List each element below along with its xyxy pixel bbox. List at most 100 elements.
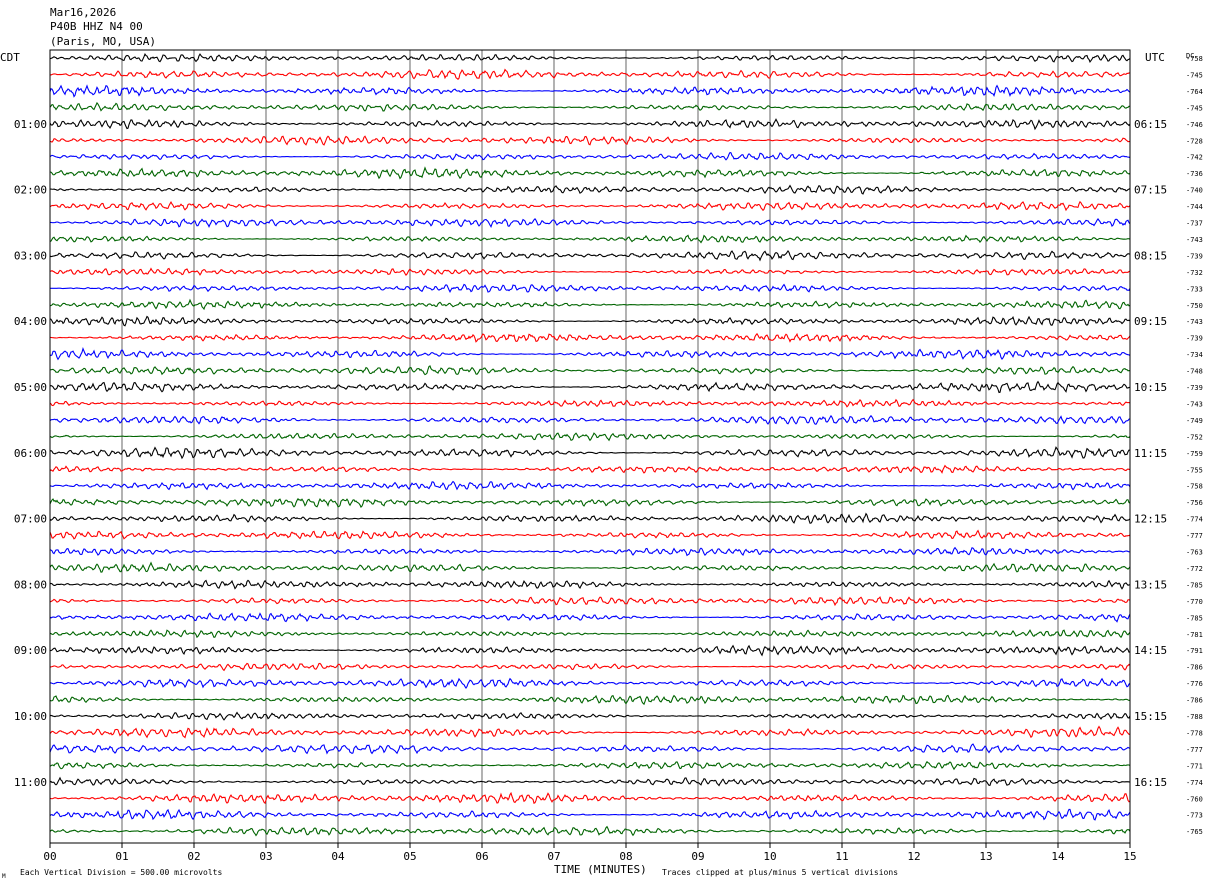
dc-offset-label: -788 xyxy=(1186,713,1203,721)
dc-offset-label: -774 xyxy=(1186,779,1203,787)
dc-offset-label: -737 xyxy=(1186,220,1203,228)
left-hour-label: 04:00 xyxy=(14,315,47,328)
trace-line xyxy=(49,315,1131,327)
x-tick-label: 01 xyxy=(115,850,128,863)
right-hour-label: 06:15 xyxy=(1134,118,1167,131)
trace-line xyxy=(49,414,1131,425)
trace-line xyxy=(49,250,1131,262)
dc-offset-label: -785 xyxy=(1186,581,1203,589)
dc-offset-label: -771 xyxy=(1186,762,1203,770)
left-hour-label: 02:00 xyxy=(14,184,47,197)
trace-line xyxy=(49,151,1131,161)
right-hour-label: 12:15 xyxy=(1134,513,1167,526)
trace-line xyxy=(49,446,1131,460)
trace-line xyxy=(49,234,1131,244)
scale-note: Each Vertical Division = 500.00 microvol… xyxy=(20,868,222,877)
x-tick-label: 09 xyxy=(691,850,704,863)
dc-offset-label: -764 xyxy=(1186,88,1203,96)
dc-offset-label: -758 xyxy=(1186,55,1203,63)
dc-offset-label: -776 xyxy=(1186,680,1203,688)
dc-offset-label: -786 xyxy=(1186,664,1203,672)
trace-line xyxy=(49,561,1131,573)
trace-line xyxy=(49,644,1131,657)
trace-line xyxy=(49,497,1131,508)
left-hour-labels: 01:00 02:00 03:00 04:00 05:00 06:00 07:00 08:00… xyxy=(14,118,47,789)
dc-offset-label: -728 xyxy=(1186,137,1203,145)
left-hour-label: 09:00 xyxy=(14,644,47,657)
dc-offset-label: -739 xyxy=(1186,335,1203,343)
dc-offset-label: -756 xyxy=(1186,499,1203,507)
right-hour-label: 16:15 xyxy=(1134,776,1167,789)
trace-line xyxy=(49,118,1131,131)
dc-offset-label: -763 xyxy=(1186,549,1203,557)
trace-line xyxy=(49,612,1131,623)
trace-line xyxy=(49,432,1131,442)
trace-line xyxy=(49,68,1131,80)
header-station: P40B HHZ N4 00 xyxy=(50,20,143,33)
dc-offset-label: -745 xyxy=(1186,71,1203,79)
trace-line xyxy=(49,512,1131,524)
trace-line xyxy=(49,791,1131,805)
trace-line xyxy=(49,776,1131,787)
x-tick-label: 11 xyxy=(835,850,848,863)
trace-line xyxy=(49,184,1131,195)
trace-line xyxy=(49,52,1131,63)
trace-line xyxy=(49,825,1131,837)
left-hour-label: 10:00 xyxy=(14,710,47,723)
right-timezone-label: UTC xyxy=(1145,51,1165,64)
trace-line xyxy=(49,725,1131,739)
right-hour-label: 13:15 xyxy=(1134,578,1167,591)
x-axis-label: TIME (MINUTES) xyxy=(554,863,647,876)
trace-line xyxy=(49,267,1131,276)
right-hour-label: 11:15 xyxy=(1134,447,1167,460)
trace-line xyxy=(50,218,1131,229)
dc-offset-label: -777 xyxy=(1186,746,1203,754)
dc-offset-label: -744 xyxy=(1186,203,1203,211)
x-tick-label: 02 xyxy=(187,850,200,863)
dc-offset-label: -750 xyxy=(1186,302,1203,310)
trace-line xyxy=(49,760,1131,771)
trace-line xyxy=(49,677,1131,690)
dc-offset-label: -791 xyxy=(1186,647,1203,655)
dc-offset-label: -785 xyxy=(1186,614,1203,622)
chart-header: Mar16,2026 P40B HHZ N4 00 (Paris, MO, US… xyxy=(50,6,156,48)
dc-offset-label: -755 xyxy=(1186,466,1203,474)
trace-line xyxy=(49,365,1131,376)
dc-offset-label: -758 xyxy=(1186,483,1203,491)
trace-line xyxy=(49,546,1131,557)
left-hour-label: 03:00 xyxy=(14,249,47,262)
left-hour-label: 06:00 xyxy=(14,447,47,460)
trace-line xyxy=(49,101,1131,112)
x-tick-label: 07 xyxy=(547,850,560,863)
trace-line xyxy=(49,464,1131,474)
dc-offset-label: -752 xyxy=(1186,433,1203,441)
dc-offset-label: -777 xyxy=(1186,532,1203,540)
trace-line xyxy=(49,135,1131,146)
left-hour-label: 11:00 xyxy=(14,776,47,789)
dc-offset-label: -742 xyxy=(1186,154,1203,162)
dc-offset-label: -746 xyxy=(1186,121,1203,129)
dc-offset-label: -781 xyxy=(1186,631,1203,639)
x-tick-label: 04 xyxy=(331,850,345,863)
dc-offset-label: -749 xyxy=(1186,417,1203,425)
trace-line xyxy=(49,711,1131,721)
x-tick-label: 13 xyxy=(979,850,992,863)
dc-offset-labels: -758 -745 -764 -745 -746 -728 -742 -736 -740 -744… xyxy=(1186,55,1203,836)
trace-line xyxy=(49,166,1131,180)
dc-offset-label: -743 xyxy=(1186,318,1203,326)
dc-offset-label: -786 xyxy=(1186,697,1203,705)
trace-line xyxy=(49,694,1131,706)
dc-offset-label: -739 xyxy=(1186,384,1203,392)
dc-offset-label: -736 xyxy=(1186,170,1203,178)
x-tick-label: 05 xyxy=(403,850,416,863)
header-date: Mar16,2026 xyxy=(50,6,116,19)
right-hour-label: 15:15 xyxy=(1134,710,1167,723)
dc-offset-label: -774 xyxy=(1186,516,1203,524)
dc-label: DC xyxy=(1186,52,1194,60)
trace-line xyxy=(49,662,1131,672)
trace-line xyxy=(49,480,1131,491)
trace-line xyxy=(49,398,1131,408)
x-tick-label: 10 xyxy=(763,850,776,863)
trace-line xyxy=(49,743,1131,755)
dc-offset-label: -748 xyxy=(1186,368,1203,376)
